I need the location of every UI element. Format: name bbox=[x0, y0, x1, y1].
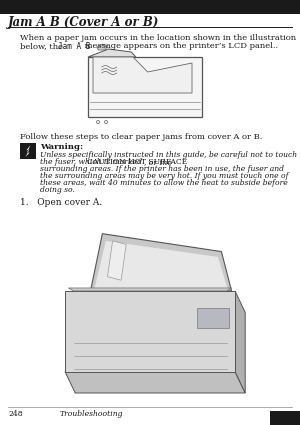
Text: Warning:: Warning: bbox=[40, 143, 83, 151]
Polygon shape bbox=[93, 57, 192, 93]
Polygon shape bbox=[94, 241, 228, 291]
FancyBboxPatch shape bbox=[20, 143, 36, 159]
Text: When a paper jam occurs in the location shown in the illustration: When a paper jam occurs in the location … bbox=[20, 34, 296, 42]
Text: below, the: below, the bbox=[20, 42, 66, 50]
Polygon shape bbox=[65, 371, 245, 393]
Text: the fuser, which is marked: the fuser, which is marked bbox=[40, 158, 144, 166]
FancyBboxPatch shape bbox=[88, 57, 202, 117]
Text: Unless specifically instructed in this guide, be careful not to touch: Unless specifically instructed in this g… bbox=[40, 151, 297, 159]
Text: , or the: , or the bbox=[144, 158, 172, 166]
Text: doing so.: doing so. bbox=[40, 186, 75, 194]
Text: surrounding areas. If the printer has been in use, the fuser and: surrounding areas. If the printer has be… bbox=[40, 165, 284, 173]
Text: CAUTION HOT SURFACE: CAUTION HOT SURFACE bbox=[87, 158, 187, 166]
Text: 248: 248 bbox=[8, 410, 22, 418]
Polygon shape bbox=[91, 234, 232, 291]
Text: these areas, wait 40 minutes to allow the heat to subside before: these areas, wait 40 minutes to allow th… bbox=[40, 179, 288, 187]
Text: Troubleshooting: Troubleshooting bbox=[60, 410, 124, 418]
Text: Follow these steps to clear paper jams from cover A or B.: Follow these steps to clear paper jams f… bbox=[20, 133, 262, 141]
FancyBboxPatch shape bbox=[196, 308, 229, 328]
Polygon shape bbox=[107, 241, 126, 280]
Polygon shape bbox=[65, 291, 235, 371]
Polygon shape bbox=[235, 291, 245, 393]
Polygon shape bbox=[26, 145, 31, 157]
Text: Jam A B (Cover A or B): Jam A B (Cover A or B) bbox=[8, 16, 159, 29]
FancyBboxPatch shape bbox=[270, 411, 300, 425]
Text: 1.   Open cover A.: 1. Open cover A. bbox=[20, 198, 102, 207]
Text: Jam A B: Jam A B bbox=[58, 42, 90, 51]
Text: the surrounding areas may be very hot. If you must touch one of: the surrounding areas may be very hot. I… bbox=[40, 172, 289, 180]
FancyBboxPatch shape bbox=[0, 0, 300, 14]
Text: message appears on the printer’s LCD panel..: message appears on the printer’s LCD pan… bbox=[82, 42, 278, 50]
Polygon shape bbox=[97, 44, 107, 50]
Polygon shape bbox=[68, 288, 232, 291]
Polygon shape bbox=[88, 49, 136, 57]
